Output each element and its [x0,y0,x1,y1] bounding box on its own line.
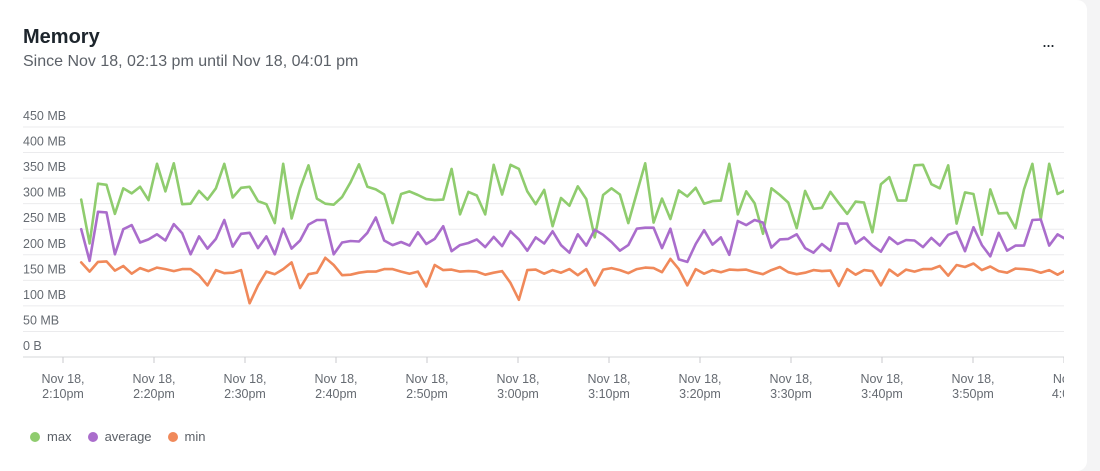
x-tick-label: 2:30pm [224,387,266,401]
legend-swatch-max [30,431,40,442]
x-tick-label: 3:00pm [497,387,539,401]
x-tick-label: Nov 18, [41,372,84,386]
card-title: Memory [23,26,100,48]
series-line-average [79,210,1064,264]
more-options-button[interactable]: ... [1035,32,1061,58]
legend-label-average: average [104,429,152,444]
y-tick-label: 300 MB [23,186,66,200]
x-tick-label: Nov 18, [405,372,448,386]
more-horizontal-icon: ... [1041,31,1055,51]
x-tick-label: Nov 18, [587,372,630,386]
legend-label-max: max [47,429,72,444]
legend-item-average[interactable]: average [87,429,152,444]
y-tick-label: 50 MB [23,313,59,327]
series-line-min [79,256,1064,305]
y-tick-label: 0 B [23,339,42,353]
x-tick-label: 2:50pm [406,387,448,401]
x-tick-label: Nov [1053,372,1076,386]
x-tick-label: Nov 18, [223,372,266,386]
legend-label-min: min [184,429,206,444]
y-axis: 0 B 50 MB 100 MB 150 MB 200 MB 250 MB 300 MB 35… [23,109,66,353]
legend-item-min[interactable]: min [167,429,206,444]
y-tick-label: 150 MB [23,262,66,276]
x-tick-label: Nov 18, [769,372,812,386]
x-tick-label: 4:00 [1052,387,1076,401]
x-tick-label: Nov 18, [951,372,994,386]
series-lines [79,162,1064,305]
legend-swatch-average [87,431,98,442]
x-tick-label: 2:20pm [133,387,175,401]
x-tick-label: 2:40pm [315,387,357,401]
x-tick-label: 3:10pm [588,387,630,401]
x-tick-label: Nov 18, [678,372,721,386]
x-tick-label: 3:30pm [770,387,812,401]
y-tick-label: 250 MB [23,211,66,225]
series-line-max [79,162,1064,245]
y-tick-label: 350 MB [23,160,66,174]
x-tick-label: Nov 18, [132,372,175,386]
y-tick-label: 450 MB [23,109,66,123]
legend-swatch-min [167,431,178,442]
x-tick-label: Nov 18, [496,372,539,386]
x-tick-label: 2:10pm [42,387,84,401]
x-tick-label: Nov 18, [314,372,357,386]
y-tick-label: 400 MB [23,135,66,149]
y-tick-label: 200 MB [23,237,66,251]
x-tick-label: 3:50pm [952,387,994,401]
card-subtitle: Since Nov 18, 02:13 pm until Nov 18, 04:… [23,53,359,70]
x-tick-label: 3:40pm [861,387,903,401]
x-tick-label: 3:20pm [679,387,721,401]
y-tick-label: 100 MB [23,288,66,302]
legend-item-max[interactable]: max [30,429,72,444]
x-tick-label: Nov 18, [860,372,903,386]
legend: max average min [30,429,206,444]
